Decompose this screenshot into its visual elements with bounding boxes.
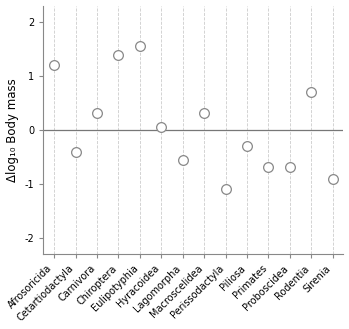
Y-axis label: Δlog₁₀ Body mass: Δlog₁₀ Body mass xyxy=(6,78,19,182)
